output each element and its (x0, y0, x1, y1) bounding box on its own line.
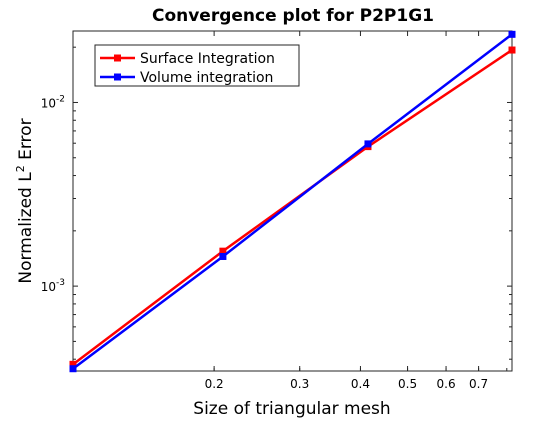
legend-label: Surface Integration (140, 51, 275, 67)
x-tick-label: 0.3 (290, 377, 309, 391)
data-point (219, 247, 227, 255)
x-tick-label: 0.7 (469, 377, 488, 391)
data-point (69, 360, 77, 368)
legend-box (94, 44, 300, 87)
y-axis-label-main: Normalized L (16, 172, 36, 284)
data-point (364, 140, 372, 148)
x-tick-label: 0.5 (398, 377, 417, 391)
legend-swatch-marker (114, 73, 121, 81)
legend: Surface Integration Volume integration (94, 44, 300, 87)
y-axis-label: Normalized L2 Error (14, 118, 36, 283)
x-axis: 0.2 0.3 0.4 0.5 0.6 0.7 (205, 31, 508, 391)
series-layer (69, 30, 516, 373)
legend-swatch-marker (114, 54, 121, 62)
y-axis-label-tail: Error (16, 118, 36, 165)
y-axis: 10-3 10-2 (41, 46, 512, 360)
data-point (219, 252, 227, 260)
legend-label: Volume integration (140, 70, 273, 86)
x-tick-label: 0.6 (437, 377, 456, 391)
data-point (508, 30, 516, 38)
chart-title: Convergence plot for P2P1G1 (152, 6, 434, 26)
series-line (72, 33, 513, 370)
data-point (508, 46, 516, 54)
x-tick-label: 0.2 (205, 377, 224, 391)
y-axis-label-superscript: 2 (14, 165, 27, 172)
y-tick-label: 10-3 (41, 278, 65, 294)
y-tick-label: 10-2 (41, 94, 65, 110)
x-axis-label: Size of triangular mesh (193, 399, 390, 419)
x-tick-label: 0.4 (351, 377, 370, 391)
data-point (69, 365, 77, 373)
